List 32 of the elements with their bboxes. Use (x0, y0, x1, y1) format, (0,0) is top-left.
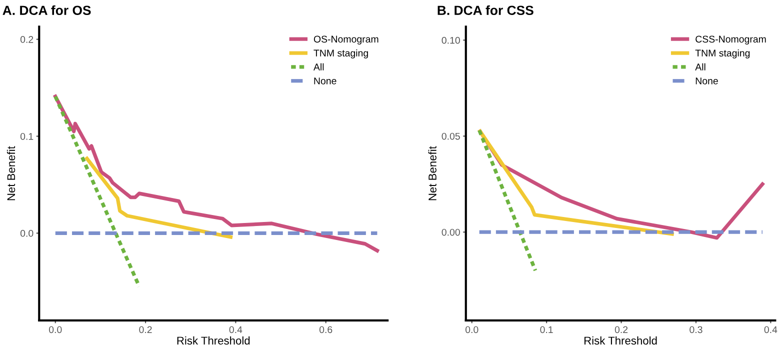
x-tick-label: 0.2 (139, 326, 152, 334)
y-tick-label: 0.05 (442, 132, 460, 140)
x-tick-label: 0.4 (764, 326, 778, 334)
x-tick-label: 0.1 (540, 326, 553, 334)
x-tick-label: 0.4 (229, 326, 242, 334)
y-tick-label: 0.1 (20, 132, 34, 140)
legend-label: None (314, 78, 336, 84)
legend-label: TNM staging (695, 49, 750, 58)
line-series (478, 130, 674, 236)
y-axis-title: Net Benefit (6, 146, 16, 200)
line-series (54, 94, 380, 252)
y-tick-label: 0.10 (442, 36, 460, 44)
legend-label: TNM staging (314, 49, 368, 58)
chart-title: B. DCA for CSS (438, 5, 534, 16)
y-tick-label: 0.00 (442, 228, 460, 236)
x-tick-label: 0.2 (614, 326, 628, 334)
chart-title: A. DCA for OS (2, 5, 91, 16)
x-tick-label: 0.0 (465, 326, 478, 334)
x-axis-title: Risk Threshold (177, 336, 250, 345)
legend-label: CSS-Nomogram (696, 36, 766, 45)
y-tick-label: 0.0 (20, 230, 34, 237)
legend-label: All (695, 63, 706, 70)
legend-label: None (696, 78, 718, 84)
x-axis-title: Risk Threshold (584, 336, 657, 345)
x-tick-label: 0.3 (690, 326, 702, 334)
x-tick-label: 0.0 (49, 326, 62, 334)
x-tick-label: 0.6 (319, 326, 332, 334)
legend-label: OS-Nomogram (314, 36, 378, 45)
line-series (85, 156, 233, 239)
y-tick-label: 0.2 (20, 36, 34, 43)
legend-label: All (313, 63, 324, 70)
y-axis-title: Net Benefit (428, 146, 436, 200)
